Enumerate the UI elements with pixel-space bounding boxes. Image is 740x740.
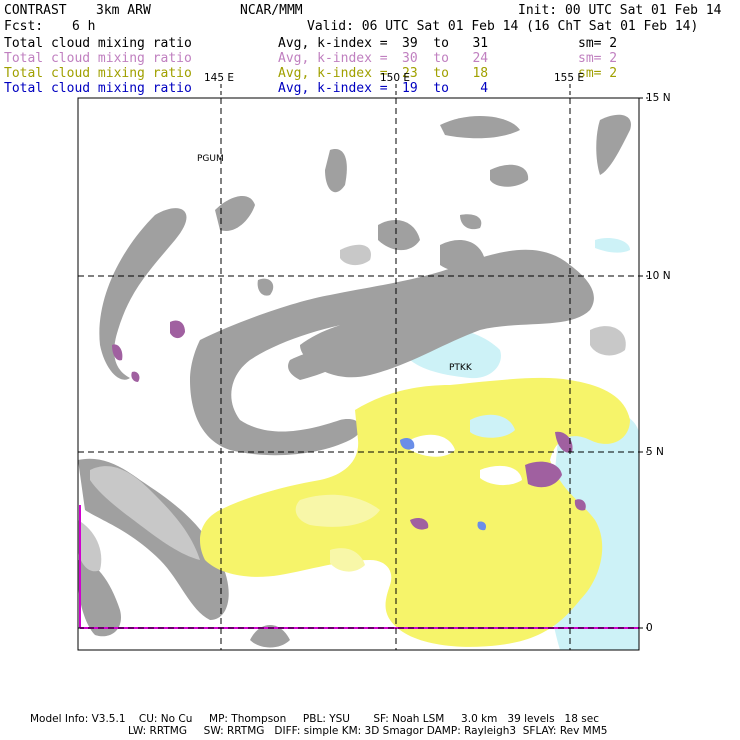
field-avg: Avg, k-index = (278, 51, 388, 66)
field-sm: sm= 2 (578, 51, 618, 66)
station-ptkk: PTKK (449, 363, 473, 373)
lon-label: 145 E (204, 72, 235, 84)
fcst-value: 6 h (72, 19, 96, 34)
field-avg: Avg, k-index = (278, 66, 388, 81)
field-sm: sm= 2 (578, 66, 618, 81)
lat-lon-grid (78, 98, 639, 650)
field-name: Total cloud mixing ratio (4, 81, 192, 96)
field-range: 39 to 31 (402, 36, 489, 51)
init-time: Init: 00 UTC Sat 01 Feb 14 (518, 3, 722, 18)
lat-label: 0 (646, 622, 653, 634)
lat-label: 10 N (646, 270, 671, 282)
pale-yellow-cloud-field (295, 494, 380, 572)
field-name: Total cloud mixing ratio (4, 66, 192, 81)
map-frame (77, 97, 640, 651)
lat-tick-marks (220, 84, 648, 629)
model-name: CONTRAST (4, 3, 67, 18)
purple-cloud-field (112, 320, 586, 530)
station-label: PTKK (449, 363, 473, 373)
lon-label: 155 E (554, 72, 585, 84)
light-gray-cloud-field (78, 244, 626, 572)
field-range: 23 to 18 (402, 66, 489, 81)
model-center: NCAR/MMM (240, 3, 303, 18)
field-sm: sm= 2 (578, 36, 618, 51)
field-range: 19 to 4 (402, 81, 489, 96)
lat-label: 5 N (646, 446, 664, 458)
field-avg: Avg, k-index = (278, 36, 388, 51)
model-run: 3km ARW (96, 3, 151, 18)
lon-label: 150 E (380, 72, 411, 84)
lat-label: 15 N (646, 92, 671, 104)
station-label: PGUM (197, 154, 224, 164)
field-range: 30 to 24 (402, 51, 489, 66)
field-name: Total cloud mixing ratio (4, 51, 192, 66)
field-name: Total cloud mixing ratio (4, 36, 192, 51)
model-info-line1: Model Info: V3.5.1 CU: No Cu MP: Thompso… (30, 713, 599, 725)
model-info-line2: LW: RRTMG SW: RRTMG DIFF: simple KM: 3D … (128, 725, 608, 737)
field-avg: Avg, k-index = (278, 81, 388, 96)
station-pgum: PGUM (197, 154, 224, 164)
fcst-label: Fcst: (4, 19, 44, 34)
yellow-cloud-field (200, 377, 630, 647)
blue-cloud-field (400, 437, 487, 531)
valid-time: Valid: 06 UTC Sat 01 Feb 14 (16 ChT Sat … (307, 19, 699, 34)
